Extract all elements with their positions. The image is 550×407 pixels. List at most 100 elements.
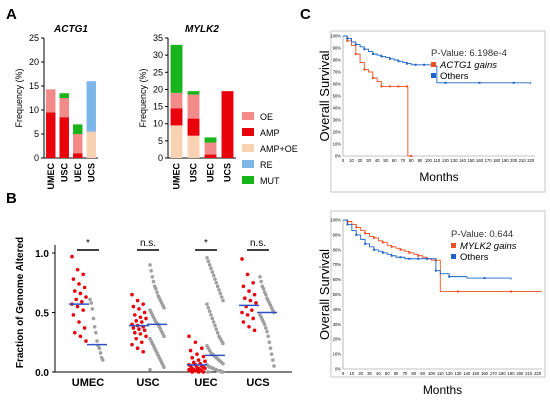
- bar-segment: [187, 94, 200, 119]
- x-tick-label: 150: [472, 371, 480, 376]
- y-tick-label: 15: [153, 102, 163, 112]
- x-tick-label: USC: [136, 377, 159, 389]
- data-point-others: [214, 327, 219, 331]
- x-tick-label: 80: [411, 371, 416, 376]
- data-point-gains: [190, 370, 194, 374]
- y-tick-label: 15: [29, 81, 39, 91]
- censor-mark: [372, 236, 375, 239]
- data-point-gains: [75, 304, 80, 309]
- data-point-others: [221, 298, 225, 303]
- y-tick-label: 30: [153, 50, 163, 60]
- data-point-gains: [241, 320, 246, 324]
- y-tick-label: 10%: [333, 142, 342, 147]
- x-tick-label: 140: [459, 158, 467, 163]
- x-tick-label: UMEC: [46, 163, 56, 190]
- legend-label: Others: [460, 252, 489, 263]
- p-value-label: P-Value: 6.198e-4: [431, 48, 507, 59]
- chart-frame: [330, 210, 546, 378]
- data-point-gains: [133, 330, 137, 335]
- data-point-gains: [193, 340, 198, 345]
- x-tick-label: 50: [385, 371, 390, 376]
- y-tick-label: 35: [153, 33, 163, 43]
- censor-mark: [417, 254, 420, 257]
- x-tick-label: 10: [349, 158, 354, 163]
- chart-title: ACTG1: [53, 24, 88, 35]
- chart-frame: [330, 30, 546, 193]
- data-point-others: [206, 370, 211, 374]
- y-tick-label: 1.0: [35, 249, 49, 260]
- data-point-others: [151, 279, 156, 284]
- x-tick-label: 50: [383, 158, 388, 163]
- y-tick-label: 0%: [335, 367, 341, 372]
- censor-mark: [410, 155, 413, 157]
- data-point-gains: [201, 370, 206, 374]
- censor-mark: [388, 57, 391, 60]
- censor-mark: [381, 241, 384, 244]
- legend-label: ACTG1 gains: [439, 60, 497, 71]
- x-tick-label: 170: [490, 371, 498, 376]
- data-point-gains: [240, 257, 244, 261]
- data-point-gains: [130, 342, 134, 347]
- censor-mark: [399, 248, 402, 251]
- x-tick-label: 70: [400, 158, 405, 163]
- panel-c-top-km-chart: 0% 10% 20% 30% 40% 50% 60% 70% 80% 90% 100% 0 10 20 30…: [317, 30, 546, 193]
- data-point-gains: [84, 295, 88, 299]
- data-point-others: [162, 305, 166, 310]
- data-point-others: [206, 305, 211, 310]
- x-tick-label: 180: [499, 371, 507, 376]
- y-axis-title: Overall Survival: [317, 50, 332, 141]
- bar-segment: [204, 142, 217, 155]
- data-point-gains: [141, 349, 145, 354]
- data-point-gains: [133, 313, 137, 317]
- bar-segment: [187, 135, 200, 158]
- data-point-gains: [81, 272, 85, 277]
- data-point-others: [210, 270, 215, 274]
- data-point-gains: [243, 296, 247, 301]
- data-point-gains: [196, 358, 201, 362]
- data-point-gains: [240, 310, 244, 315]
- data-point-gains: [135, 346, 140, 351]
- survival-curve: [343, 35, 412, 157]
- data-point-others: [266, 334, 270, 339]
- data-point-gains: [254, 301, 258, 305]
- censor-mark: [364, 232, 367, 235]
- data-point-others: [268, 346, 273, 351]
- data-point-gains: [138, 315, 143, 320]
- y-tick-label: 25: [153, 67, 163, 77]
- data-point-gains: [73, 330, 77, 335]
- y-tick-label: 25: [29, 33, 39, 43]
- data-point-others: [219, 295, 224, 299]
- y-axis-title: Frequency (%): [14, 68, 24, 127]
- x-tick-label: 200: [516, 371, 524, 376]
- censor-mark: [423, 63, 426, 66]
- y-tick-label: 30%: [333, 118, 342, 123]
- y-tick-label: 20: [153, 84, 163, 94]
- bar-segment: [204, 154, 217, 158]
- censor-mark: [417, 257, 420, 260]
- x-tick-label: UCS: [246, 377, 269, 389]
- censor-mark: [380, 85, 383, 88]
- data-point-gains: [245, 313, 250, 317]
- panel-a-actg1-chart: 0 5 10 15 20 25 ACTG1 Frequency (%) UMEC USC UEC UC…: [14, 24, 98, 190]
- data-point-others: [97, 346, 102, 351]
- x-tick-label: 170: [485, 158, 493, 163]
- data-point-others: [92, 324, 97, 329]
- data-point-others: [215, 330, 220, 335]
- y-tick-label: 40%: [333, 307, 342, 312]
- y-tick-label: 5: [158, 136, 163, 146]
- data-point-gains: [195, 352, 199, 356]
- y-tick-label: 10: [153, 119, 163, 129]
- censor-mark: [363, 68, 366, 71]
- x-tick-label: 210: [519, 158, 527, 163]
- data-point-others: [262, 322, 267, 327]
- bar-segment: [73, 134, 83, 154]
- x-tick-label: 150: [468, 158, 476, 163]
- censor-mark: [426, 257, 429, 260]
- legend-swatch: [431, 73, 436, 78]
- y-tick-label: 30%: [333, 322, 342, 327]
- censor-mark: [408, 257, 411, 260]
- bar-segment: [187, 118, 200, 136]
- data-point-gains: [247, 324, 251, 329]
- y-tick-label: 0: [158, 153, 163, 163]
- censor-mark: [372, 248, 375, 251]
